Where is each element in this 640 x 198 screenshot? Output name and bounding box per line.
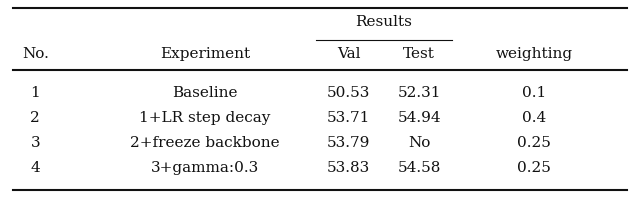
Text: 2: 2 xyxy=(30,111,40,125)
Text: 54.58: 54.58 xyxy=(397,161,441,175)
Text: 2+freeze backbone: 2+freeze backbone xyxy=(130,136,280,150)
Text: Baseline: Baseline xyxy=(172,86,237,100)
Text: 53.83: 53.83 xyxy=(327,161,371,175)
Text: No: No xyxy=(408,136,430,150)
Text: 52.31: 52.31 xyxy=(397,86,441,100)
Text: Val: Val xyxy=(337,47,360,61)
Text: 53.71: 53.71 xyxy=(327,111,371,125)
Text: 0.1: 0.1 xyxy=(522,86,547,100)
Text: 4: 4 xyxy=(30,161,40,175)
Text: 53.79: 53.79 xyxy=(327,136,371,150)
Text: 3+gamma:0.3: 3+gamma:0.3 xyxy=(150,161,259,175)
Text: No.: No. xyxy=(22,47,49,61)
Text: Test: Test xyxy=(403,47,435,61)
Text: 1+LR step decay: 1+LR step decay xyxy=(139,111,271,125)
Text: Experiment: Experiment xyxy=(160,47,250,61)
Text: 0.4: 0.4 xyxy=(522,111,547,125)
Text: weighting: weighting xyxy=(496,47,573,61)
Text: 1: 1 xyxy=(30,86,40,100)
Text: Results: Results xyxy=(356,15,412,29)
Text: 50.53: 50.53 xyxy=(327,86,371,100)
Text: 54.94: 54.94 xyxy=(397,111,441,125)
Text: 0.25: 0.25 xyxy=(518,136,551,150)
Text: 3: 3 xyxy=(30,136,40,150)
Text: 0.25: 0.25 xyxy=(518,161,551,175)
